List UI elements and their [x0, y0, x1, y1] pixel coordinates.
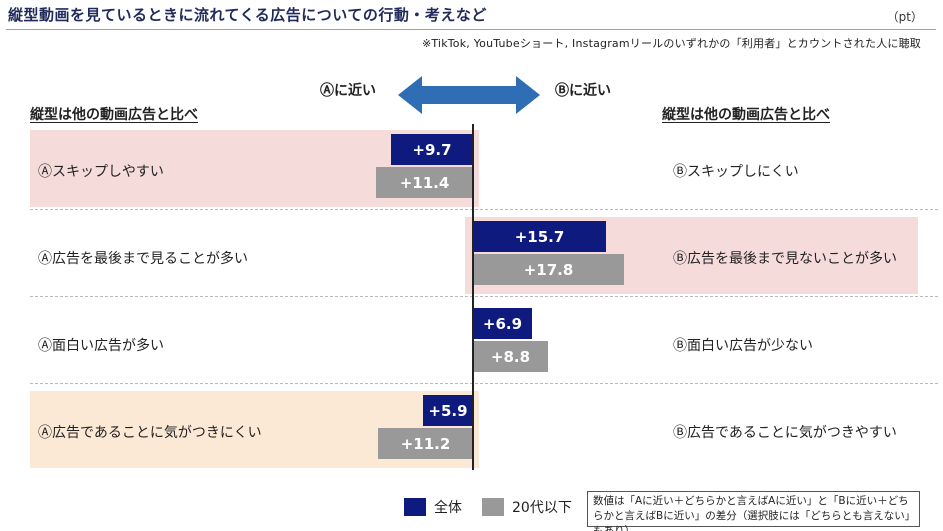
legend-swatch-all — [404, 498, 426, 516]
bar-row1-all: +9.7 — [391, 134, 473, 165]
row-separator-3 — [30, 383, 938, 384]
zero-axis-line — [472, 124, 474, 470]
near-b-label: Ⓑに近い — [555, 83, 611, 99]
row-label-b-2: Ⓑ広告を最後まで見ないことが多い — [673, 251, 897, 267]
row-label-a-1: Ⓐスキップしやすい — [38, 164, 164, 180]
legend-item-all: 全体 — [404, 497, 462, 517]
bar-value-label: +9.7 — [412, 140, 452, 159]
legend-item-age20: 20代以下 — [482, 497, 572, 517]
bar-row2-all: +15.7 — [473, 221, 606, 252]
legend-label-age20: 20代以下 — [512, 500, 572, 516]
difference-footnote: 数値は「Aに近い＋どちらかと言えばAに近い」と「Bに近い＋どちらかと言えばBに近… — [587, 491, 920, 531]
row-label-b-1: Ⓑスキップしにくい — [673, 164, 799, 180]
bar-row2-age20: +17.8 — [473, 254, 624, 285]
right-section-heading: 縦型は他の動画広告と比べ — [662, 107, 830, 123]
left-section-heading: 縦型は他の動画広告と比べ — [30, 107, 198, 123]
bar-value-label: +11.2 — [400, 434, 451, 453]
bar-row4-all: +5.9 — [423, 395, 473, 426]
double-arrow-icon — [398, 76, 540, 114]
bar-value-label: +11.4 — [399, 173, 450, 192]
chart-title: 縦型動画を見ているときに流れてくる広告についての行動・考えなど — [8, 6, 487, 24]
row-label-b-4: Ⓑ広告であることに気がつきやすい — [673, 425, 897, 441]
row-separator-1 — [30, 209, 938, 210]
row-separator-2 — [30, 296, 938, 297]
bar-value-label: +6.9 — [482, 314, 523, 333]
bar-value-label: +17.8 — [523, 260, 574, 279]
title-divider — [6, 29, 936, 30]
bar-row1-age20: +11.4 — [376, 167, 473, 198]
legend-swatch-age20 — [482, 498, 504, 516]
legend: 全体 20代以下 — [404, 497, 592, 517]
bar-value-label: +5.9 — [428, 401, 468, 420]
bar-value-label: +8.8 — [490, 347, 531, 366]
bar-value-label: +15.7 — [514, 227, 565, 246]
row-label-b-3: Ⓑ面白い広告が少ない — [673, 338, 813, 354]
unit-label: （pt） — [886, 10, 923, 24]
near-a-label: Ⓐに近い — [320, 83, 376, 99]
legend-label-all: 全体 — [434, 500, 462, 516]
respondent-note: ※TikTok, YouTubeショート, Instagramリールのいずれかの… — [421, 37, 921, 50]
bar-row3-age20: +8.8 — [473, 341, 548, 372]
bar-row4-age20: +11.2 — [378, 428, 473, 459]
row-label-a-2: Ⓐ広告を最後まで見ることが多い — [38, 251, 248, 267]
row-label-a-3: Ⓐ面白い広告が多い — [38, 338, 164, 354]
row-label-a-4: Ⓐ広告であることに気がつきにくい — [38, 425, 262, 441]
bar-row3-all: +6.9 — [473, 308, 532, 339]
